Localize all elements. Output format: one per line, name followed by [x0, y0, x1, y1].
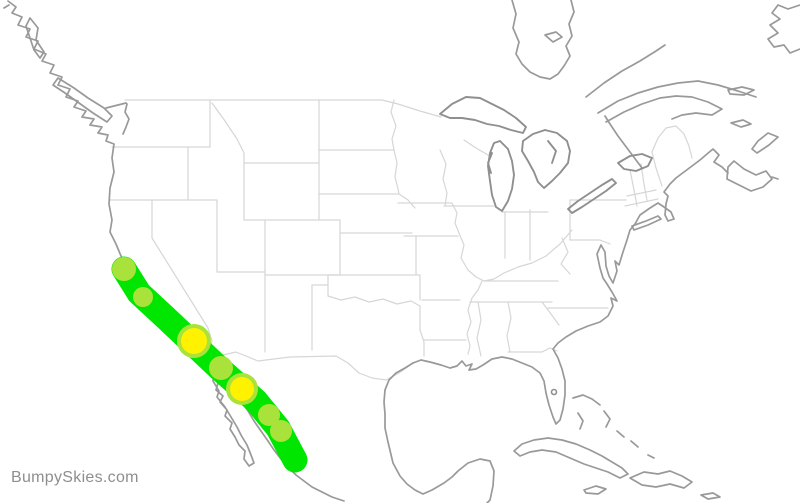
turbulence-marker-light — [112, 257, 136, 281]
great-lakes-layer — [439, 96, 653, 396]
border-us-mexico — [203, 351, 414, 381]
lake-superior — [439, 96, 527, 134]
turbulence-marker-light — [270, 420, 292, 442]
turbulence-marker-light — [133, 287, 153, 307]
coast-james-bay — [511, 0, 575, 80]
coast-small-islands — [3, 4, 779, 180]
coast-anticosti-pei — [727, 86, 755, 128]
coast-jamaica — [583, 485, 607, 495]
coast-ottawa-river — [585, 44, 666, 98]
coast-gulf-and-atlantic — [412, 148, 729, 425]
coast-puerto-rico — [700, 492, 721, 500]
border-us-canada — [124, 99, 442, 118]
borders-west-states — [109, 99, 341, 353]
lake-huron — [521, 129, 571, 189]
turbulence-marker-moderate — [230, 377, 254, 401]
coast-nova-scotia — [726, 132, 779, 192]
lake-erie — [567, 178, 617, 214]
coast-vancouver-island — [52, 77, 113, 123]
borders-northeast-states — [624, 125, 693, 207]
flight-track-layer — [111, 256, 308, 473]
coastlines-layer — [3, 0, 800, 503]
turbulence-marker-light — [209, 356, 233, 380]
turbulence-marker-light — [258, 404, 280, 426]
lake-okeechobee — [550, 388, 558, 396]
turbulence-marker-moderate — [181, 328, 207, 354]
lake-ontario — [617, 153, 653, 172]
borders-plains-states — [311, 99, 467, 357]
coast-haida-gwaii-island — [25, 17, 45, 59]
state-borders-layer — [109, 99, 693, 381]
coast-cuba — [513, 437, 629, 479]
coast-newfoundland — [767, 4, 800, 54]
coast-hispaniola — [629, 470, 693, 489]
coast-long-island — [631, 215, 662, 231]
lake-michigan — [487, 140, 515, 212]
borders-midwest-south-states — [439, 139, 627, 357]
coast-mexico-east-yucatan — [383, 362, 495, 503]
coast-bahamas — [572, 394, 655, 459]
coast-puget-sound — [105, 102, 130, 135]
watermark: BumpySkies.com — [11, 469, 139, 486]
